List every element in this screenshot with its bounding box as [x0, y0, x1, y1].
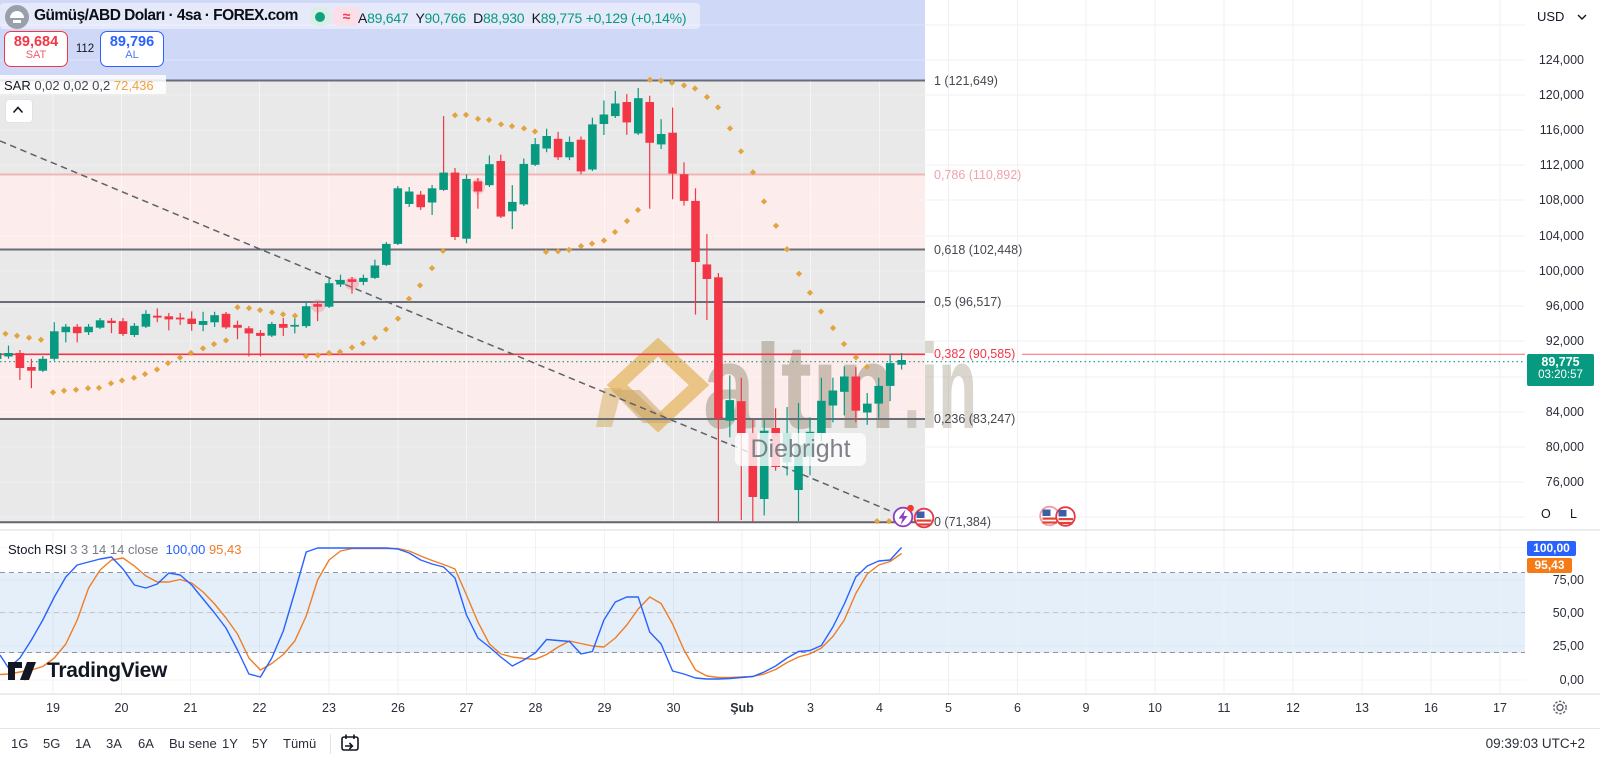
svg-text:.in: .in	[903, 320, 977, 454]
